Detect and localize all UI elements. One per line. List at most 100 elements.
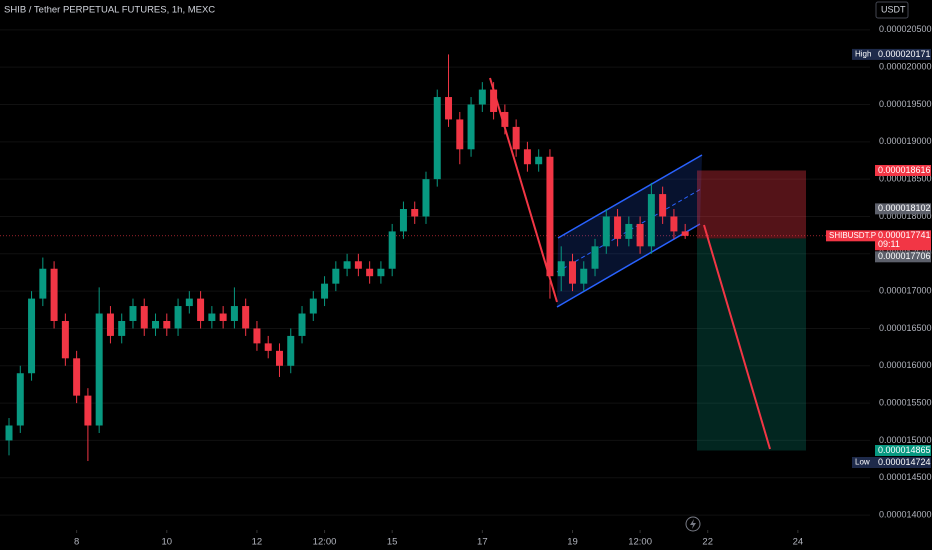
price-tag: [875, 203, 931, 215]
x-tick-label: 12: [252, 537, 263, 548]
candle-body: [501, 111, 509, 127]
y-tick-label: 0.000018500: [879, 174, 932, 184]
candle-body: [478, 89, 486, 105]
stop-zone: [697, 170, 806, 239]
y-tick-label: 0.000015000: [879, 435, 932, 445]
candle-body: [490, 89, 498, 112]
candle-body: [456, 119, 464, 150]
candle-body: [28, 298, 36, 374]
candle-body: [670, 216, 678, 232]
x-tick-label: 15: [387, 537, 398, 548]
price-tag: [875, 164, 931, 176]
x-tick-label: 19: [567, 537, 578, 548]
price-tag-name: Low: [855, 458, 870, 467]
candle-body: [197, 298, 205, 321]
candle-body: [422, 179, 430, 217]
y-tick-label: 0.000016000: [879, 360, 932, 370]
candle-body: [242, 306, 250, 329]
candle-body: [208, 313, 216, 321]
y-tick-label: 0.000014500: [879, 472, 932, 482]
y-tick-label: 0.000020500: [879, 24, 932, 34]
candle-body: [129, 306, 137, 321]
candle-body: [659, 194, 667, 217]
x-tick-label: 24: [793, 537, 804, 548]
y-tick-label: 0.000019000: [879, 136, 932, 146]
candle-body: [343, 261, 351, 269]
price-tag-value: 0.000014865: [878, 445, 931, 455]
y-tick-label: 0.000020000: [879, 62, 932, 72]
candle-body: [580, 268, 588, 284]
candle-body: [163, 320, 171, 329]
candle-body: [84, 395, 92, 426]
replay-icon[interactable]: [685, 516, 701, 532]
price-tag: [875, 457, 931, 468]
projection-line: [703, 224, 771, 450]
x-tick-label: 17: [477, 537, 488, 548]
price-tag-value: 0.000014724: [878, 457, 931, 467]
price-axis: [874, 0, 932, 530]
candle-body: [681, 231, 689, 236]
candle-body: [140, 306, 148, 329]
candle-body: [73, 358, 81, 396]
candle-body: [174, 306, 182, 329]
channel-lower: [556, 223, 701, 308]
candle-body: [332, 268, 340, 284]
candle-body: [614, 216, 622, 239]
price-tag: [875, 445, 931, 456]
replay-icon-bolt: [690, 519, 696, 529]
candle-body: [377, 268, 385, 277]
candle-body: [636, 223, 644, 247]
candle-body: [411, 209, 419, 217]
currency-box[interactable]: [875, 1, 909, 19]
y-tick-label: 0.000019500: [879, 99, 932, 109]
candle-body: [16, 373, 24, 426]
chart-title: SHIB / Tether PERPETUAL FUTURES, 1h, MEX…: [4, 5, 215, 16]
candle-body: [568, 261, 576, 284]
candle-body: [253, 328, 261, 344]
price-tag-value: 0.000020171: [878, 49, 931, 59]
candle-body: [287, 335, 295, 366]
candle-body: [275, 350, 283, 366]
target-zone: [697, 238, 806, 451]
candle-body: [523, 149, 531, 165]
candle-body: [298, 313, 306, 336]
candle-body: [625, 223, 633, 239]
price-tag-value: 0.000018616: [878, 165, 931, 175]
candles: [5, 54, 689, 462]
x-tick-label: 12:00: [313, 537, 337, 548]
candle-body: [152, 320, 160, 329]
candle-body: [219, 313, 227, 321]
candle-body: [433, 97, 441, 180]
x-tick-label: 12:00: [628, 537, 652, 548]
candle-body: [230, 306, 238, 321]
price-tag-name-box: [852, 48, 875, 60]
candle-body: [467, 104, 475, 150]
price-tag-name: SHIBUSDT.P: [829, 231, 876, 240]
candle-body: [602, 216, 610, 247]
price-tag-value: 0.000018102: [878, 203, 931, 213]
candle-body: [647, 194, 655, 247]
y-tick-label: 0.000017000: [879, 286, 932, 296]
price-tag-value: 0.000017706: [878, 251, 931, 261]
price-tag-name: High: [855, 50, 871, 59]
candle-body: [106, 313, 114, 336]
candle-body: [354, 261, 362, 269]
price-tag: [875, 48, 931, 60]
trend-line: [489, 77, 558, 303]
candle-body: [5, 425, 13, 441]
price-tag-countdown: 09:11: [878, 239, 900, 249]
price-tag-name-box: [852, 457, 875, 468]
candle-body: [591, 246, 599, 269]
candle-body: [118, 320, 126, 336]
y-tick-label: 0.000015500: [879, 397, 932, 407]
overlay: [489, 77, 806, 451]
x-tick-label: 22: [702, 537, 713, 548]
price-tag-name-box: [826, 230, 875, 242]
candle-body: [366, 268, 374, 277]
candle-body: [39, 268, 47, 299]
candle-body: [388, 231, 396, 269]
candle-body: [61, 320, 69, 359]
currency: USDT: [881, 4, 906, 14]
candle-body: [321, 283, 329, 299]
